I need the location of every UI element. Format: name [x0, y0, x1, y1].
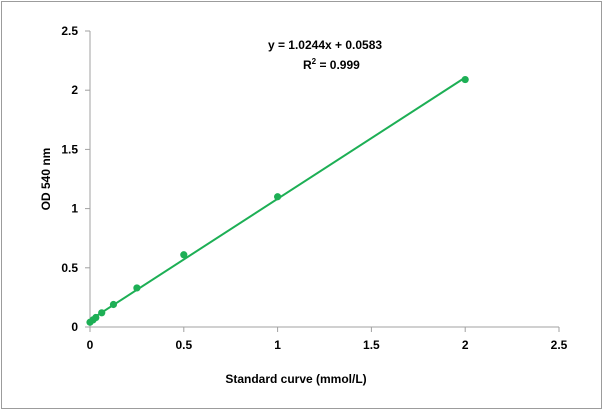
x-tick-label: 2 [462, 338, 469, 352]
x-ticks: 0 0.5 1 1.5 2 2.5 [87, 327, 568, 352]
r-squared-value: = 0.999 [316, 58, 360, 72]
y-tick-label: 0.5 [61, 261, 78, 275]
data-point [133, 284, 141, 292]
x-tick-label: 0 [87, 338, 94, 352]
x-tick-label: 2.5 [551, 338, 568, 352]
x-axis: 0 0.5 1 1.5 2 2.5 [87, 326, 568, 352]
equation-label: y = 1.0244x + 0.0583 [268, 38, 382, 52]
y-tick-label: 0 [71, 320, 78, 334]
y-axis-title: OD 540 nm [39, 148, 53, 211]
data-point [98, 309, 106, 317]
data-point [92, 313, 100, 322]
x-tick-label: 1 [274, 338, 281, 352]
data-point [274, 193, 282, 201]
data-points [86, 75, 469, 326]
r-squared-exponent: 2 [312, 57, 317, 66]
y-tick-label: 1.5 [61, 142, 78, 156]
y-axis: 0 0.5 1 1.5 2 2.5 [61, 24, 91, 334]
data-point [180, 251, 188, 259]
data-point [461, 75, 469, 84]
r-squared-label: R2 = 0.999 [303, 57, 360, 72]
x-axis-title: Standard curve (mmol/L) [225, 372, 366, 386]
r-squared-r: R [303, 58, 312, 72]
y-tick-label: 1 [71, 202, 78, 216]
y-tick-label: 2.5 [61, 24, 78, 38]
x-tick-label: 0.5 [175, 338, 192, 352]
y-tick-label: 2 [71, 83, 78, 97]
x-tick-label: 1.5 [363, 338, 380, 352]
y-ticks: 0 0.5 1 1.5 2 2.5 [61, 24, 90, 334]
data-point [109, 300, 118, 309]
